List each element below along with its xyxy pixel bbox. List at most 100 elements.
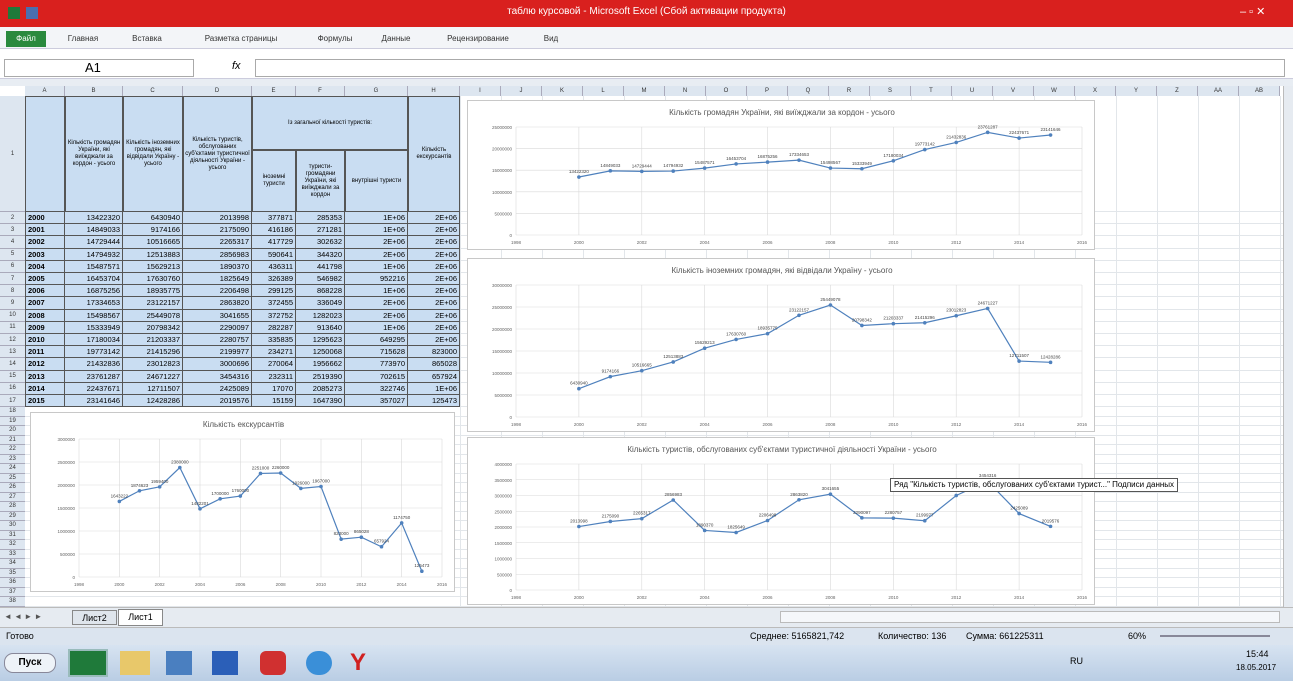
data-cell[interactable]: 302632 — [296, 236, 345, 248]
zoom-slider[interactable] — [1160, 635, 1270, 637]
data-cell[interactable]: 14849033 — [65, 224, 123, 236]
tab-nav[interactable]: ◄ ◄ ► ► — [4, 612, 42, 621]
column-header[interactable]: Z — [1157, 86, 1198, 96]
row-header[interactable]: 3 — [0, 224, 25, 236]
data-cell[interactable]: 823000 — [408, 346, 460, 358]
row-header[interactable]: 10 — [0, 310, 25, 322]
column-header[interactable]: R — [829, 86, 870, 96]
data-cell[interactable]: 23141646 — [65, 395, 123, 407]
column-header[interactable]: Q — [788, 86, 829, 96]
data-cell[interactable]: 21432836 — [65, 358, 123, 370]
data-cell[interactable]: 649295 — [345, 334, 408, 346]
data-cell[interactable]: 326389 — [252, 273, 296, 285]
data-cell[interactable]: 2E+06 — [408, 297, 460, 309]
data-cell[interactable]: 25449078 — [123, 310, 183, 322]
data-cell[interactable]: 285353 — [296, 212, 345, 224]
data-cell[interactable]: 357027 — [345, 395, 408, 407]
language[interactable]: RU — [1070, 656, 1083, 666]
row-header[interactable]: 34 — [0, 559, 25, 569]
data-cell[interactable]: 1295623 — [296, 334, 345, 346]
row-header[interactable]: 36 — [0, 578, 25, 588]
year-cell[interactable]: 2012 — [25, 358, 65, 370]
year-cell[interactable]: 2015 — [25, 395, 65, 407]
data-cell[interactable]: 441798 — [296, 261, 345, 273]
column-header[interactable]: N — [665, 86, 706, 96]
data-cell[interactable]: 17070 — [252, 383, 296, 395]
data-cell[interactable]: 377871 — [252, 212, 296, 224]
data-cell[interactable]: 1647390 — [296, 395, 345, 407]
year-cell[interactable]: 2011 — [25, 346, 65, 358]
row-header[interactable]: 31 — [0, 531, 25, 541]
row-header[interactable]: 4 — [0, 236, 25, 248]
row-header[interactable]: 33 — [0, 550, 25, 560]
data-cell[interactable]: 416186 — [252, 224, 296, 236]
data-cell[interactable]: 436311 — [252, 261, 296, 273]
row-header[interactable]: 5 — [0, 249, 25, 261]
data-cell[interactable]: 1E+06 — [408, 383, 460, 395]
year-cell[interactable]: 2009 — [25, 322, 65, 334]
column-header[interactable]: V — [993, 86, 1034, 96]
data-cell[interactable]: 2856983 — [183, 249, 252, 261]
chart[interactable]: Кількість екскурсантів050000010000001500… — [30, 412, 455, 592]
data-cell[interactable]: 715628 — [345, 346, 408, 358]
data-cell[interactable]: 372455 — [252, 297, 296, 309]
data-cell[interactable]: 2019576 — [183, 395, 252, 407]
data-cell[interactable]: 868228 — [296, 285, 345, 297]
row-header[interactable]: 18 — [0, 407, 25, 417]
row-header[interactable]: 20 — [0, 426, 25, 436]
row-header[interactable]: 32 — [0, 540, 25, 550]
data-cell[interactable]: 2E+06 — [408, 261, 460, 273]
column-header[interactable]: T — [911, 86, 952, 96]
data-cell[interactable]: 2280757 — [183, 334, 252, 346]
data-cell[interactable]: 1E+06 — [345, 224, 408, 236]
data-cell[interactable]: 23012823 — [123, 358, 183, 370]
data-cell[interactable]: 234271 — [252, 346, 296, 358]
data-cell[interactable]: 271281 — [296, 224, 345, 236]
explorer-task[interactable] — [120, 651, 150, 675]
data-cell[interactable]: 13422320 — [65, 212, 123, 224]
column-header[interactable]: AA — [1198, 86, 1239, 96]
data-cell[interactable]: 372752 — [252, 310, 296, 322]
data-cell[interactable]: 2E+06 — [408, 224, 460, 236]
ie-task[interactable] — [306, 651, 332, 675]
year-cell[interactable]: 2008 — [25, 310, 65, 322]
data-cell[interactable]: 2E+06 — [345, 236, 408, 248]
data-cell[interactable]: 19773142 — [65, 346, 123, 358]
data-cell[interactable]: 322746 — [345, 383, 408, 395]
column-header[interactable]: E — [252, 86, 296, 96]
data-cell[interactable]: 417729 — [252, 236, 296, 248]
year-cell[interactable]: 2001 — [25, 224, 65, 236]
data-cell[interactable]: 2E+06 — [345, 310, 408, 322]
data-cell[interactable]: 17630760 — [123, 273, 183, 285]
column-header[interactable]: X — [1075, 86, 1116, 96]
column-header[interactable]: M — [624, 86, 665, 96]
row-header[interactable]: 26 — [0, 483, 25, 493]
column-header[interactable]: A — [25, 86, 65, 96]
chart[interactable]: Кількість іноземних громадян, які відвід… — [467, 258, 1095, 432]
data-cell[interactable]: 2863820 — [183, 297, 252, 309]
data-cell[interactable]: 22437671 — [65, 383, 123, 395]
year-cell[interactable]: 2010 — [25, 334, 65, 346]
data-cell[interactable]: 3454316 — [183, 371, 252, 383]
row-header[interactable]: 28 — [0, 502, 25, 512]
column-header[interactable]: O — [706, 86, 747, 96]
data-cell[interactable]: 1956662 — [296, 358, 345, 370]
excel-task[interactable] — [68, 649, 108, 677]
chart[interactable]: Кількість громадян України, які виїжджал… — [467, 100, 1095, 250]
row-header[interactable]: 25 — [0, 474, 25, 484]
data-cell[interactable]: 15159 — [252, 395, 296, 407]
data-cell[interactable]: 2519390 — [296, 371, 345, 383]
data-cell[interactable]: 1E+06 — [345, 261, 408, 273]
data-cell[interactable]: 21415296 — [123, 346, 183, 358]
data-cell[interactable]: 1E+06 — [345, 322, 408, 334]
data-cell[interactable]: 336049 — [296, 297, 345, 309]
row-header[interactable]: 9 — [0, 297, 25, 309]
data-cell[interactable]: 24671227 — [123, 371, 183, 383]
data-cell[interactable]: 773970 — [345, 358, 408, 370]
data-cell[interactable]: 702615 — [345, 371, 408, 383]
data-cell[interactable]: 16875256 — [65, 285, 123, 297]
column-header[interactable]: K — [542, 86, 583, 96]
data-cell[interactable]: 865028 — [408, 358, 460, 370]
data-cell[interactable]: 2290097 — [183, 322, 252, 334]
data-cell[interactable]: 546982 — [296, 273, 345, 285]
